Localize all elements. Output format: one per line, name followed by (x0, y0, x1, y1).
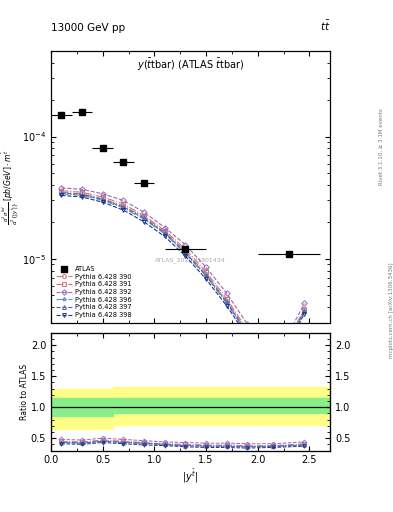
Text: 13000 GeV pp: 13000 GeV pp (51, 23, 125, 33)
Y-axis label: Ratio to ATLAS: Ratio to ATLAS (20, 364, 29, 420)
Y-axis label: $\frac{d^2\sigma^{fid}}{d^2\{|y^{\bar{t}}|\}}\,[pb/GeV]\cdot m^{\bar{t}}$: $\frac{d^2\sigma^{fid}}{d^2\{|y^{\bar{t}… (0, 149, 21, 225)
Text: mcplots.cern.ch [arXiv:1306.3436]: mcplots.cern.ch [arXiv:1306.3436] (389, 263, 393, 358)
Text: $t\bar{t}$: $t\bar{t}$ (320, 19, 330, 33)
X-axis label: $|y^{\bar{t}}|$: $|y^{\bar{t}}|$ (182, 468, 199, 485)
Legend: ATLAS, Pythia 6.428 390, Pythia 6.428 391, Pythia 6.428 392, Pythia 6.428 396, P: ATLAS, Pythia 6.428 390, Pythia 6.428 39… (54, 265, 133, 319)
Text: $y(\bar{t}\mathrm{tbar})$ (ATLAS $\bar{t}\mathrm{tbar}$): $y(\bar{t}\mathrm{tbar})$ (ATLAS $\bar{t… (137, 57, 244, 73)
Text: Rivet 3.1.10, ≥ 3.1M events: Rivet 3.1.10, ≥ 3.1M events (379, 108, 384, 184)
Text: ATLAS_2020_I1801434: ATLAS_2020_I1801434 (155, 257, 226, 263)
